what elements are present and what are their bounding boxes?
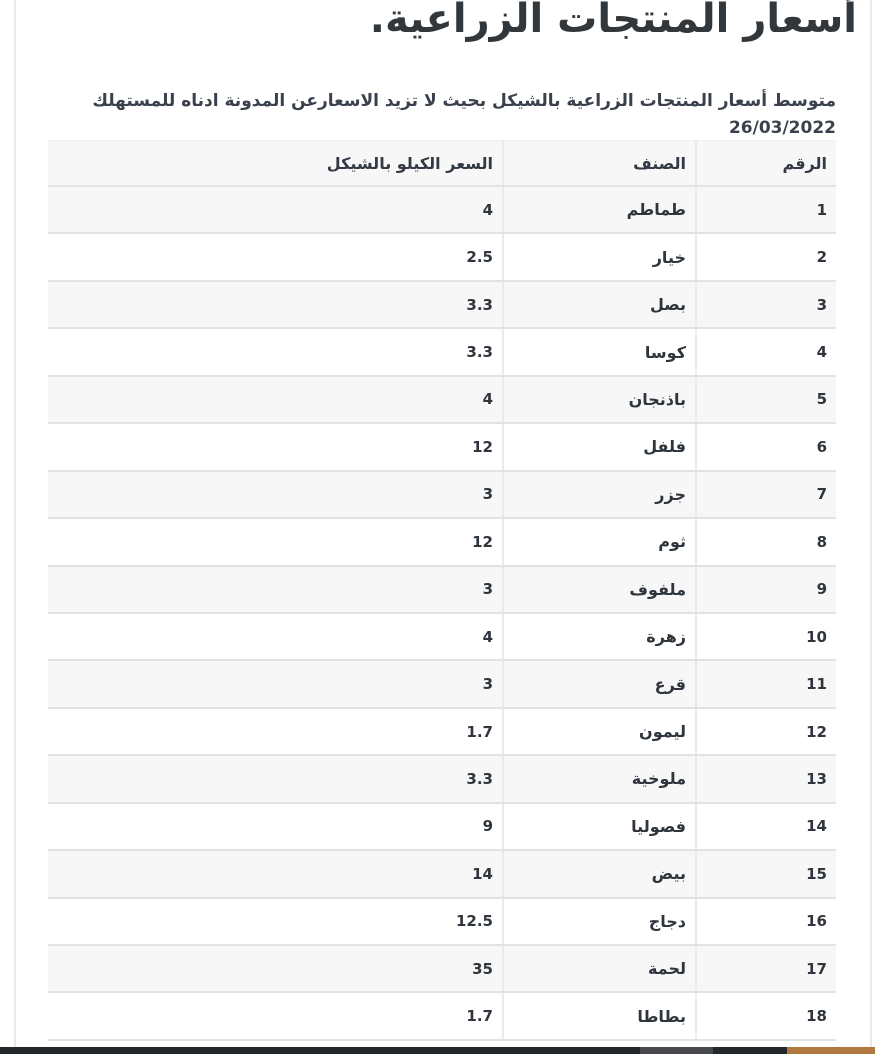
cell-number: 7 (695, 470, 836, 520)
cell-item: فصوليا (502, 802, 696, 852)
cell-price: 3 (48, 470, 503, 520)
cell-price: 14 (48, 850, 503, 899)
cell-number: 18 (695, 992, 836, 1041)
cell-item: بيض (502, 850, 696, 899)
cell-item: باذنجان (502, 375, 696, 425)
footer-bar (0, 1047, 877, 1054)
intro-text: متوسط أسعار المنتجات الزراعية بالشيكل بح… (48, 88, 836, 142)
date: 26/03/2022 (728, 118, 836, 139)
cell-number: 4 (695, 328, 836, 377)
cell-price: 4 (48, 612, 503, 662)
cell-item: جزر (502, 470, 696, 520)
cell-item: ليمون (502, 707, 696, 757)
table-row: 11 قرع 3 (48, 660, 836, 709)
cell-price: 3.3 (48, 280, 503, 330)
cell-item: كوسا (502, 328, 696, 377)
table-row: 1 طماطم 4 (48, 186, 836, 235)
table-row: 17 لحمة 35 (48, 945, 836, 994)
cell-price: 12 (48, 518, 503, 567)
cell-price: 3 (48, 565, 503, 614)
col-header-number: الرقم (695, 140, 836, 187)
cell-item: فلفل (502, 423, 696, 472)
cell-item: ثوم (502, 518, 696, 567)
col-header-price: السعر الكيلو بالشيكل (48, 140, 503, 187)
cell-item: خيار (502, 233, 696, 282)
table-header-row: الرقم الصنف السعر الكيلو بالشيكل (48, 140, 836, 187)
cell-price: 4 (48, 186, 503, 235)
cell-number: 11 (695, 660, 836, 709)
cell-price: 9 (48, 802, 503, 852)
cell-number: 16 (695, 897, 836, 947)
content-left-border (14, 0, 16, 1047)
table-row: 14 فصوليا 9 (48, 802, 836, 852)
cell-number: 10 (695, 612, 836, 662)
cell-number: 14 (695, 802, 836, 852)
cell-number: 13 (695, 755, 836, 804)
table-row: 13 ملوخية 3.3 (48, 755, 836, 804)
table-row: 2 خيار 2.5 (48, 233, 836, 282)
cell-number: 17 (695, 945, 836, 994)
cell-price: 1.7 (48, 707, 503, 757)
cell-number: 9 (695, 565, 836, 614)
page-title: أسعار المنتجات الزراعية. (369, 0, 857, 42)
cell-item: ملوخية (502, 755, 696, 804)
table-row: 10 زهرة 4 (48, 612, 836, 662)
table-row: 4 كوسا 3.3 (48, 328, 836, 377)
cell-number: 2 (695, 233, 836, 282)
cell-price: 4 (48, 375, 503, 425)
cell-price: 3.3 (48, 328, 503, 377)
cell-number: 6 (695, 423, 836, 472)
table-row: 9 ملفوف 3 (48, 565, 836, 614)
intro-text-body: متوسط أسعار المنتجات الزراعية بالشيكل بح… (92, 91, 836, 111)
cell-price: 12.5 (48, 897, 503, 947)
cell-price: 2.5 (48, 233, 503, 282)
cell-price: 1.7 (48, 992, 503, 1041)
cell-item: دجاج (502, 897, 696, 947)
cell-item: لحمة (502, 945, 696, 994)
cell-number: 5 (695, 375, 836, 425)
table-row: 7 جزر 3 (48, 470, 836, 520)
cell-item: طماطم (502, 186, 696, 235)
cell-price: 35 (48, 945, 503, 994)
cell-number: 3 (695, 280, 836, 330)
cell-number: 15 (695, 850, 836, 899)
cell-price: 3 (48, 660, 503, 709)
table-row: 5 باذنجان 4 (48, 375, 836, 425)
footer-bar-segment (713, 1047, 787, 1054)
cell-number: 12 (695, 707, 836, 757)
table-row: 3 بصل 3.3 (48, 280, 836, 330)
table-row: 6 فلفل 12 (48, 423, 836, 472)
cell-item: قرع (502, 660, 696, 709)
cell-item: زهرة (502, 612, 696, 662)
table-row: 15 بيض 14 (48, 850, 836, 899)
cell-price: 3.3 (48, 755, 503, 804)
cell-item: ملفوف (502, 565, 696, 614)
cell-number: 1 (695, 186, 836, 235)
table-row: 8 ثوم 12 (48, 518, 836, 567)
footer-bar-segment (787, 1047, 875, 1054)
footer-bar-segment (0, 1047, 640, 1054)
cell-price: 12 (48, 423, 503, 472)
cell-item: بطاطا (502, 992, 696, 1041)
table-row: 18 بطاطا 1.7 (48, 992, 836, 1041)
cell-item: بصل (502, 280, 696, 330)
content-right-border (870, 0, 872, 1047)
table-row: 12 ليمون 1.7 (48, 707, 836, 757)
cell-number: 8 (695, 518, 836, 567)
price-table: الرقم الصنف السعر الكيلو بالشيكل 1 طماطم 4… (48, 140, 836, 1041)
footer-bar-segment (640, 1047, 713, 1054)
table-body: 1 طماطم 4 2 خيار 2.5 3 بصل 3.3 4 كوسا 3.3 5 باذنجان 4 6… (48, 186, 836, 1041)
col-header-item: الصنف (502, 140, 696, 187)
table-row: 16 دجاج 12.5 (48, 897, 836, 947)
